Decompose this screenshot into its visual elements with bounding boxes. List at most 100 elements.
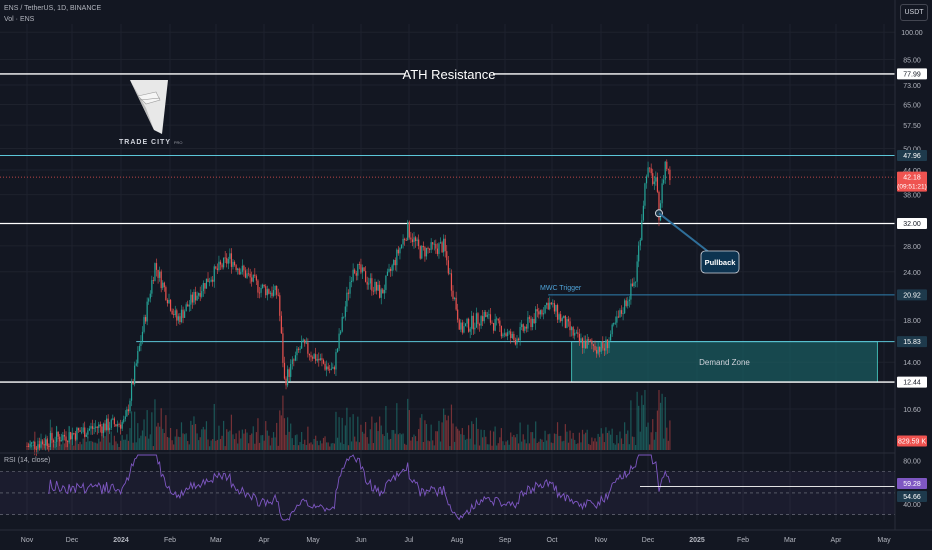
candle-body xyxy=(485,312,487,317)
volume-bar xyxy=(151,412,153,450)
candle-body xyxy=(288,369,290,377)
volume-bar xyxy=(578,432,580,450)
volume-bar xyxy=(254,443,256,450)
y-tick-label: 57.50 xyxy=(903,123,921,130)
x-tick-label: 2025 xyxy=(689,537,705,544)
volume-bar xyxy=(608,430,610,450)
candle-body xyxy=(533,318,535,324)
volume-bar xyxy=(535,421,537,450)
volume-bar xyxy=(655,431,657,450)
volume-bar xyxy=(307,426,309,450)
candle-body xyxy=(605,339,607,351)
candle-body xyxy=(550,302,552,305)
candle-body xyxy=(414,237,417,242)
candle-body xyxy=(477,313,479,325)
volume-bar xyxy=(240,438,242,450)
candle-body xyxy=(424,247,426,257)
candle-body xyxy=(276,285,278,295)
volume-bar xyxy=(616,435,618,450)
candle-body xyxy=(191,294,194,303)
volume-bar xyxy=(305,444,307,450)
candle-body xyxy=(251,277,253,282)
volume-bar xyxy=(308,443,311,450)
volume-bar xyxy=(624,422,626,450)
candle-body xyxy=(185,304,187,312)
pullback-connector xyxy=(658,212,711,254)
price-badge-label: 47.96 xyxy=(903,153,921,160)
volume-bar xyxy=(641,395,643,450)
candle-body xyxy=(96,426,98,428)
y-tick-label: 65.00 xyxy=(903,103,921,110)
candle-body xyxy=(184,311,186,318)
candle-body xyxy=(204,283,206,289)
volume-bar xyxy=(408,410,410,450)
candle-body xyxy=(162,282,164,289)
candle-body xyxy=(511,333,513,339)
candle-body xyxy=(327,366,329,370)
candle-body xyxy=(42,441,44,445)
volume-bar xyxy=(555,433,557,450)
candle-body xyxy=(91,426,94,429)
volume-bar xyxy=(411,437,414,450)
volume-bar xyxy=(521,441,523,450)
candle-body xyxy=(375,281,378,291)
candle-body xyxy=(616,316,618,323)
volume-bar xyxy=(474,444,476,450)
candle-body xyxy=(82,427,84,432)
volume-bar xyxy=(611,428,613,450)
candle-body xyxy=(350,280,353,283)
candle-body xyxy=(363,267,365,272)
volume-bar xyxy=(174,436,176,450)
volume-bar xyxy=(602,433,604,450)
volume-bar xyxy=(104,436,106,450)
candle-body xyxy=(599,346,601,352)
candle-body xyxy=(633,282,635,287)
candle-body xyxy=(380,289,382,298)
candle-body xyxy=(65,436,67,442)
candle-body xyxy=(619,310,621,318)
candle-body xyxy=(291,359,293,365)
candle-body xyxy=(324,363,326,370)
y-tick-label: 100.00 xyxy=(901,30,923,37)
candle-body xyxy=(141,331,144,342)
volume-bar xyxy=(315,435,317,450)
volume-bar xyxy=(606,432,609,450)
volume-bar xyxy=(471,421,473,450)
candle-body xyxy=(449,273,451,275)
volume-bar xyxy=(496,445,498,450)
volume-bar xyxy=(468,425,470,450)
candle-body xyxy=(522,324,524,331)
pullback-label: Pullback xyxy=(705,258,737,267)
volume-bar xyxy=(63,443,66,450)
candle-body xyxy=(60,440,62,442)
volume-bar xyxy=(439,441,442,450)
volume-bar xyxy=(276,422,278,450)
volume-bar xyxy=(302,444,304,450)
candle-body xyxy=(433,243,435,245)
candle-body xyxy=(575,332,577,334)
volume-bar xyxy=(290,423,292,450)
volume-bar xyxy=(218,425,220,450)
candle-body xyxy=(416,239,418,242)
candle-body xyxy=(318,359,320,361)
candle-body xyxy=(169,299,172,311)
volume-bar xyxy=(241,429,243,450)
volume-bar xyxy=(594,438,596,450)
volume-bar xyxy=(391,430,393,450)
volume-bar xyxy=(299,441,301,450)
volume-bar xyxy=(182,433,184,450)
volume-bar xyxy=(567,442,570,450)
time-axis[interactable]: Nov Dec 2024 Feb Mar Apr May Jun Jul Aug Sep Oct Nov… xyxy=(0,529,932,544)
volume-bar xyxy=(346,407,348,450)
volume-bar xyxy=(600,428,602,450)
volume-bar xyxy=(272,432,275,450)
candle-body xyxy=(475,313,478,328)
candle-body xyxy=(255,276,257,281)
currency-button[interactable]: USDT xyxy=(900,4,928,21)
volume-bar xyxy=(135,442,137,450)
volume-bar xyxy=(428,441,431,450)
candle-body xyxy=(148,298,150,302)
volume-bar xyxy=(27,443,30,450)
x-tick-label: Aug xyxy=(451,537,464,544)
